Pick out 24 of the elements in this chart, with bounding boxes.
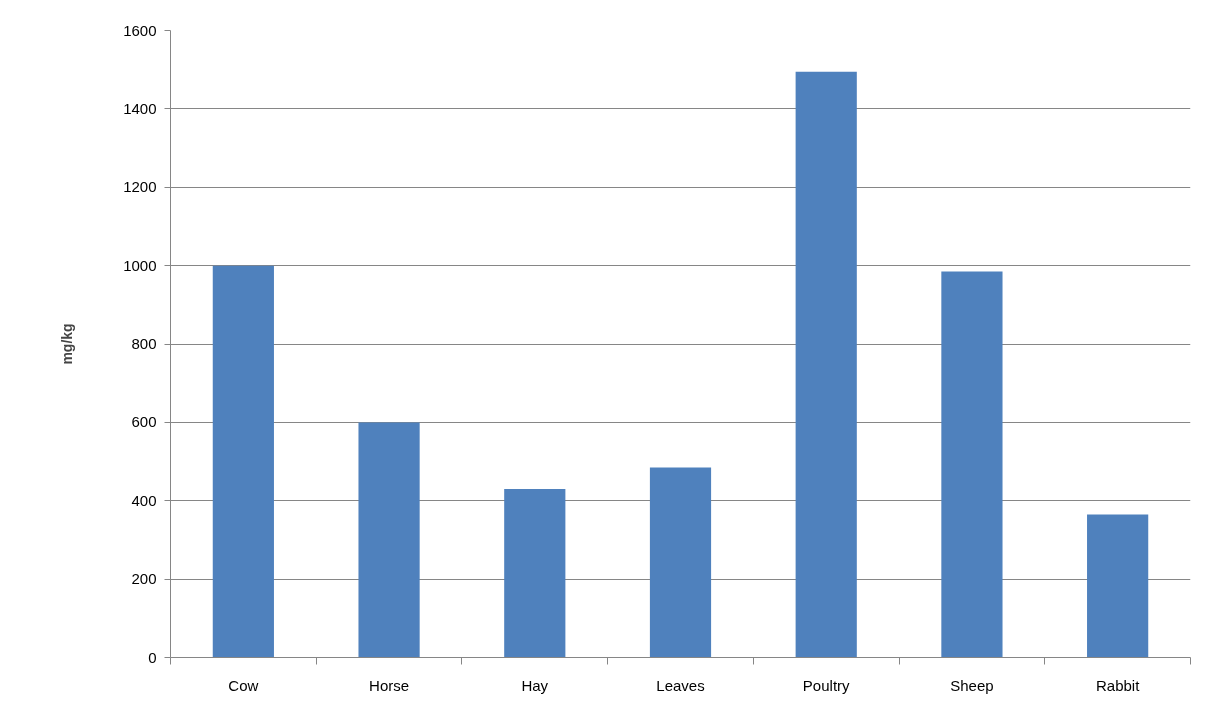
x-tick-label: Rabbit (1095, 676, 1141, 694)
y-tick-label: 1000 (123, 256, 157, 274)
bar (358, 422, 420, 658)
bar (649, 467, 712, 658)
y-axis-title: mg/kg (59, 323, 76, 365)
x-tick-label: Poultry (802, 676, 851, 694)
y-tick-label: 200 (131, 570, 157, 588)
x-tick-label: Leaves (656, 676, 705, 694)
y-tick-label: 1600 (123, 21, 157, 39)
bar (941, 271, 1003, 658)
y-tick-label: 600 (131, 413, 157, 431)
bar (504, 488, 566, 658)
x-tick-label: Hay (521, 676, 549, 694)
x-tick-label: Cow (228, 676, 259, 694)
y-tick-label: 0 (148, 648, 157, 666)
y-tick-label: 1200 (123, 178, 157, 196)
bar (212, 265, 274, 658)
y-tick-label: 800 (131, 335, 157, 352)
bar (795, 71, 857, 658)
y-tick-label: 1400 (123, 99, 157, 117)
bar (1087, 514, 1149, 658)
x-tick-label: Horse (369, 676, 410, 694)
x-tick-label: Sheep (950, 676, 994, 694)
y-tick-label: 400 (131, 491, 157, 509)
